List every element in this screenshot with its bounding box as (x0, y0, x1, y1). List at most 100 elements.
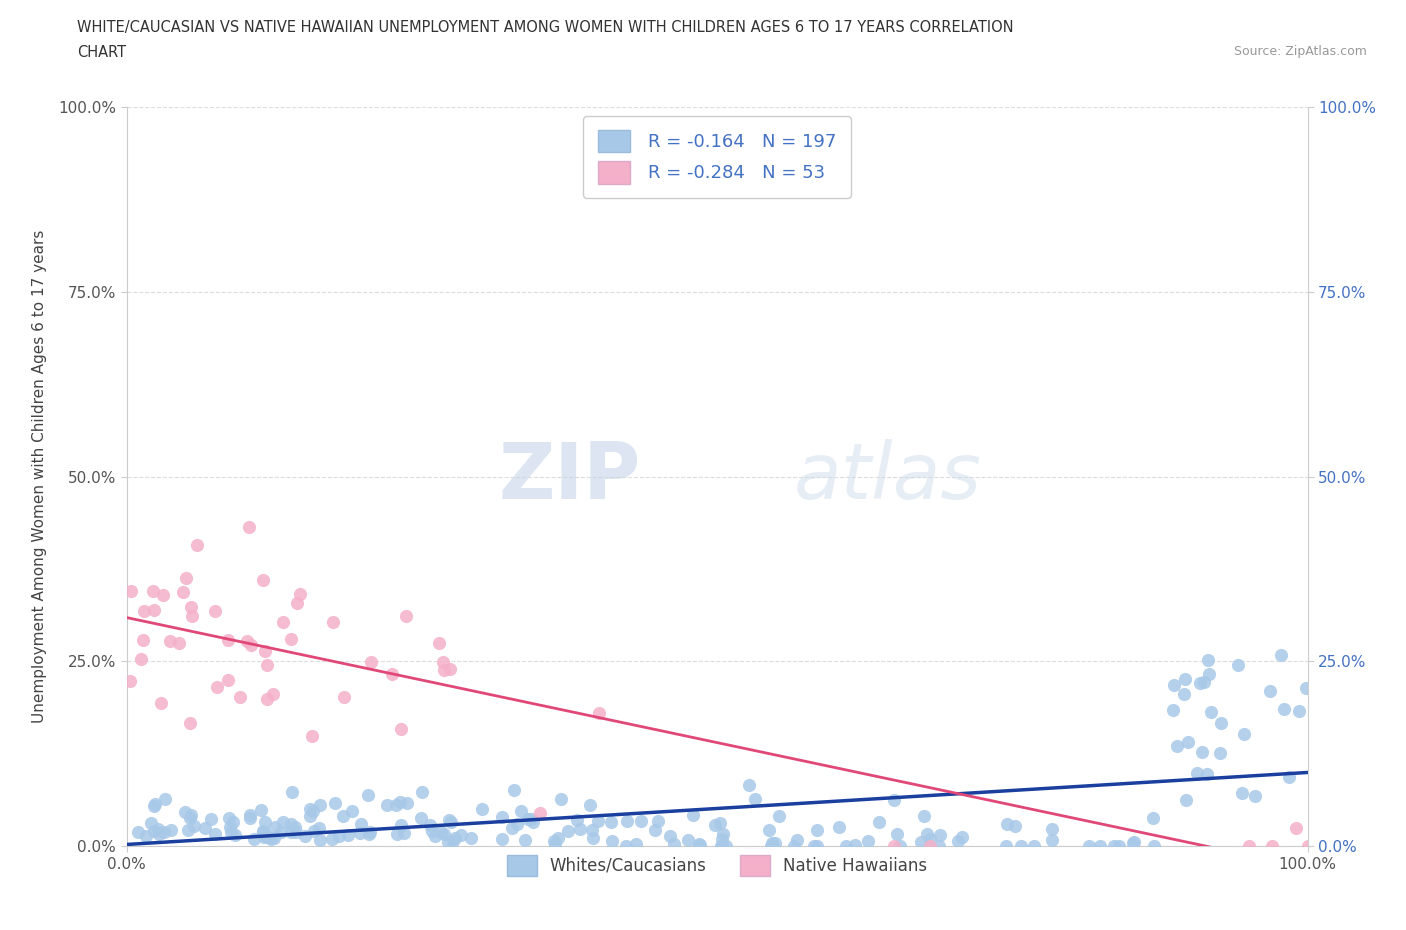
Point (676, 832, 699, 847)
Text: Source: ZipAtlas.com: Source: ZipAtlas.com (1233, 45, 1367, 58)
Point (1285, 820, 1308, 835)
Point (1174, 671, 1197, 686)
Point (529, 805, 551, 820)
Point (239, 811, 262, 826)
Point (263, 830, 285, 845)
Point (1040, 822, 1063, 837)
Point (1192, 675, 1215, 690)
Point (1188, 675, 1211, 690)
Point (709, 816, 731, 830)
Point (299, 802, 322, 817)
Point (180, 600, 202, 615)
Text: WHITE/CAUCASIAN VS NATIVE HAWAIIAN UNEMPLOYMENT AMONG WOMEN WITH CHILDREN AGES 6: WHITE/CAUCASIAN VS NATIVE HAWAIIAN UNEMP… (77, 20, 1014, 35)
Point (758, 823, 780, 838)
Point (134, 604, 156, 618)
Point (229, 690, 252, 705)
Point (204, 604, 226, 618)
Point (420, 824, 443, 839)
Point (181, 608, 204, 623)
Point (411, 784, 433, 799)
Point (172, 585, 194, 600)
Point (550, 791, 572, 806)
Point (1142, 811, 1164, 826)
Point (395, 795, 418, 810)
Point (200, 812, 222, 827)
Point (616, 814, 638, 829)
Point (1191, 745, 1213, 760)
Point (588, 705, 610, 720)
Point (544, 836, 567, 851)
Point (600, 833, 623, 848)
Point (806, 839, 828, 854)
Point (254, 644, 277, 659)
Point (427, 635, 450, 650)
Point (323, 795, 346, 810)
Point (1288, 704, 1310, 719)
Point (1237, 839, 1260, 854)
Point (389, 722, 412, 737)
Point (1185, 765, 1208, 780)
Point (217, 673, 239, 688)
Point (889, 839, 911, 854)
Point (340, 804, 363, 818)
Point (509, 804, 531, 818)
Point (287, 595, 309, 610)
Point (299, 809, 322, 824)
Point (308, 798, 330, 813)
Point (290, 587, 312, 602)
Point (143, 797, 166, 812)
Point (517, 812, 540, 827)
Point (395, 608, 418, 623)
Point (256, 692, 278, 707)
Point (997, 817, 1019, 831)
Point (768, 808, 790, 823)
Point (217, 632, 239, 647)
Point (252, 825, 274, 840)
Point (1258, 684, 1281, 698)
Point (914, 808, 936, 823)
Point (294, 829, 316, 844)
Point (460, 831, 482, 846)
Point (333, 689, 356, 704)
Point (270, 825, 292, 840)
Point (284, 819, 307, 834)
Point (1209, 715, 1232, 730)
Point (689, 838, 711, 853)
Point (432, 655, 454, 670)
Point (844, 838, 866, 853)
Point (1278, 769, 1301, 784)
Point (432, 827, 454, 842)
Point (280, 825, 302, 840)
Legend: Whites/Caucasians, Native Hawaiians: Whites/Caucasians, Native Hawaiians (501, 849, 934, 883)
Point (236, 633, 259, 648)
Point (153, 791, 176, 806)
Point (783, 839, 806, 854)
Point (381, 667, 404, 682)
Point (322, 615, 344, 630)
Point (1261, 839, 1284, 854)
Point (491, 831, 513, 846)
Point (835, 839, 858, 854)
Point (252, 824, 274, 839)
Point (308, 820, 330, 835)
Point (238, 519, 260, 534)
Point (179, 811, 201, 826)
Point (249, 803, 271, 817)
Point (586, 814, 609, 829)
Point (239, 808, 262, 823)
Point (1233, 726, 1256, 741)
Point (918, 832, 941, 847)
Point (253, 830, 276, 844)
Point (146, 822, 169, 837)
Point (1227, 658, 1250, 672)
Point (1040, 832, 1063, 847)
Point (1296, 839, 1319, 854)
Point (1198, 667, 1220, 682)
Point (309, 832, 332, 847)
Point (389, 817, 412, 832)
Point (357, 827, 380, 842)
Point (858, 834, 880, 849)
Point (711, 838, 734, 853)
Point (174, 570, 197, 585)
Point (385, 826, 408, 841)
